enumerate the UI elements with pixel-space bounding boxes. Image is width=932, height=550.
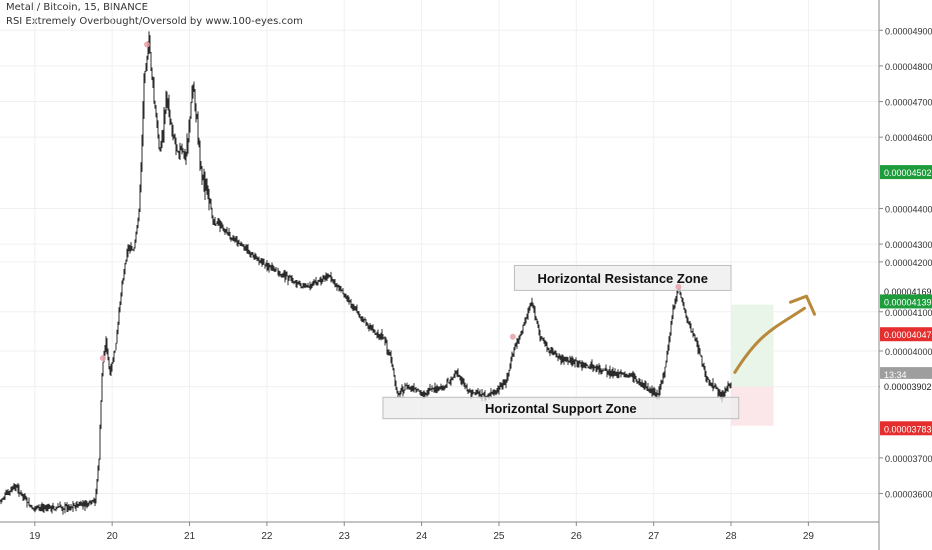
price-tag-label: 0.00004047: [884, 330, 932, 340]
price-axis-label: 0.00003700: [885, 454, 932, 464]
position-profit-zone[interactable]: [731, 304, 774, 387]
time-axis-label: 26: [571, 531, 583, 542]
rsi-marker: [99, 355, 106, 362]
price-tag: [880, 327, 932, 342]
price-tag: [880, 367, 932, 382]
projection-arrow[interactable]: [733, 306, 807, 374]
price-axis-label: 0.00004000: [885, 347, 932, 357]
time-axis-label: 28: [725, 531, 737, 542]
rsi-marker: [143, 41, 150, 48]
price-tag: [880, 165, 932, 180]
resistance-zone-label: Horizontal Resistance Zone: [537, 271, 707, 286]
price-tag: [880, 378, 932, 393]
time-axis-label: 27: [648, 531, 660, 542]
time-axis-label: 25: [493, 531, 505, 542]
support-zone[interactable]: [382, 396, 740, 420]
price-tag-label: 0.00004502: [884, 168, 932, 178]
price-tag: [880, 294, 932, 309]
price-axis-label: 0.00004800: [885, 62, 932, 72]
candles: [0, 31, 732, 515]
rsi-marker: [675, 283, 682, 290]
resistance-zone[interactable]: [513, 264, 732, 291]
time-axis-label: 29: [803, 531, 815, 542]
price-axis-label: 0.00004100: [885, 308, 932, 318]
support-zone-label: Horizontal Support Zone: [485, 401, 637, 416]
price-axis-label: 0.00004400: [885, 204, 932, 214]
price-axis-label: 0.00004700: [885, 98, 932, 108]
rsi-marker: [509, 333, 516, 340]
price-tag: [880, 283, 932, 298]
price-tag-label: 13:34: [884, 370, 907, 380]
price-tag-label: 0.00003783: [884, 424, 932, 434]
time-axis-label: 24: [416, 531, 428, 542]
price-tag: [880, 421, 932, 436]
price-tag-label: 0.00003902: [884, 382, 932, 392]
time-axis-label: 23: [339, 531, 351, 542]
chart-symbol-title: Metal / Bitcoin, 15, BINANCE: [6, 2, 148, 13]
projection-arrowhead[interactable]: [789, 294, 817, 316]
price-tag-label: 0.00004139: [884, 297, 932, 307]
time-axis-label: 19: [29, 531, 41, 542]
time-axis-label: 20: [107, 531, 119, 542]
price-axis-label: 0.00004900: [885, 26, 932, 36]
price-axis-label: 0.00004600: [885, 133, 932, 143]
price-axis-label: 0.00004300: [885, 240, 932, 250]
time-axis-label: 21: [184, 531, 196, 542]
indicator-label[interactable]: RSI Extremely Overbought/Oversold by www…: [6, 16, 303, 27]
time-axis-label: 22: [261, 531, 273, 542]
price-axis-label: 0.00004200: [885, 258, 932, 268]
price-tag-label: 0.00004169: [884, 287, 932, 297]
price-axis-label: 0.00003600: [885, 489, 932, 499]
